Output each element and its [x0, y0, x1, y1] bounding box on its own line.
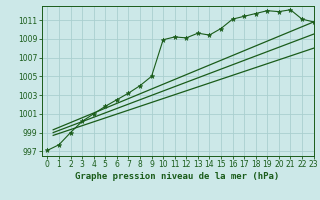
- X-axis label: Graphe pression niveau de la mer (hPa): Graphe pression niveau de la mer (hPa): [76, 172, 280, 181]
